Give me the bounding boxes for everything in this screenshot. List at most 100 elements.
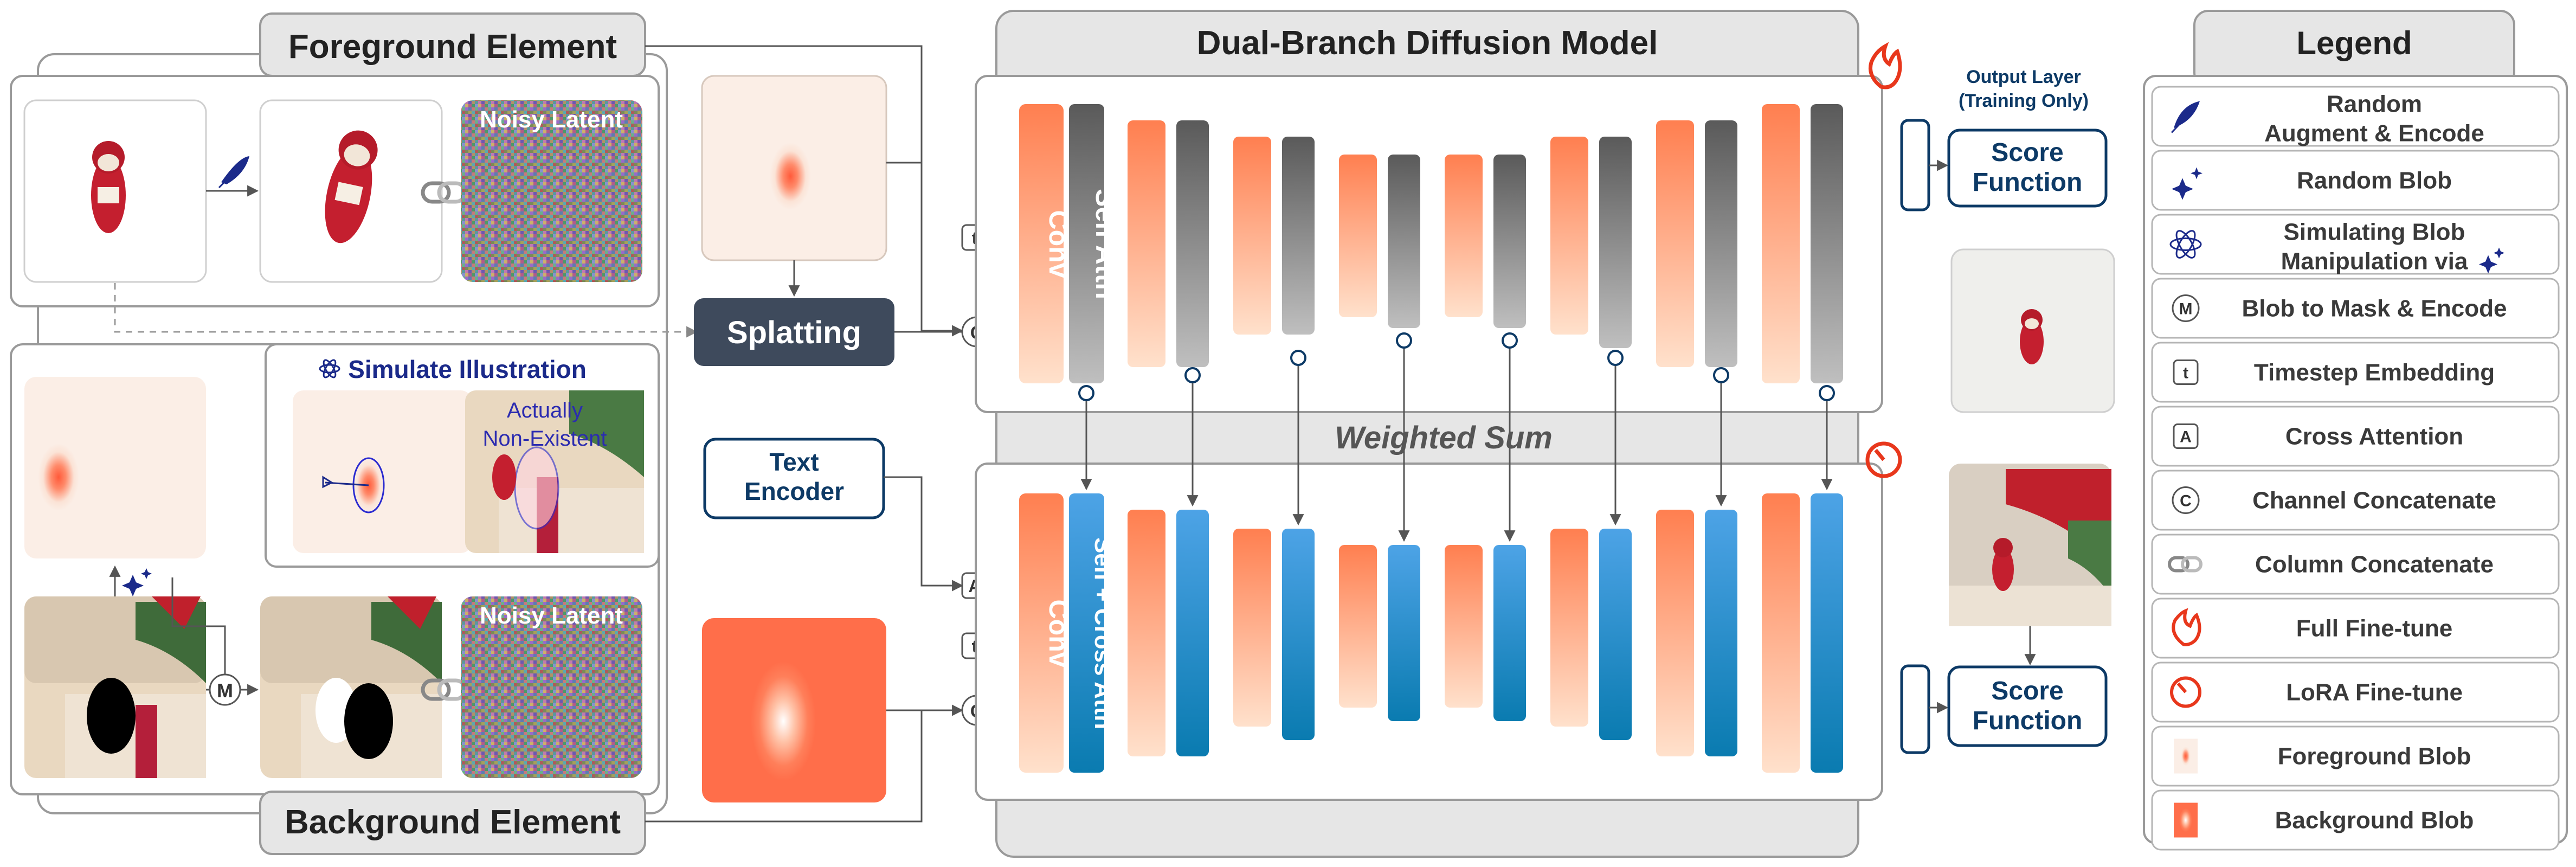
upper-layer-conv-2: [1233, 137, 1271, 335]
legend-item: Column Concatenate: [2151, 534, 2560, 595]
weighted-sum-label: Weighted Sum: [1335, 420, 1553, 455]
text-encoder-line2: Encoder: [744, 477, 844, 505]
legend-item: Random Blob: [2151, 150, 2560, 211]
legend-item-label: Background Blob: [2275, 807, 2474, 834]
background-source-image: [24, 596, 206, 778]
sparkle-icon: [2479, 247, 2504, 274]
upper-unet-layers: [1128, 104, 1843, 383]
simulate-title: Simulate Illustration: [348, 355, 587, 383]
background-random-blob: [24, 377, 206, 558]
chain-link-icon: [2168, 556, 2203, 573]
score-function-bottom-line2: Function: [1973, 707, 2083, 735]
legend-item-label: Simulating Blob: [2284, 219, 2465, 246]
atom-icon: [319, 359, 340, 378]
lower-layer-conv-7: [1762, 493, 1800, 773]
upper-conv-block: Conv: [1019, 104, 1074, 383]
m-circle-icon: M: [2172, 294, 2200, 322]
legend-item-label-line2: Augment & Encode: [2264, 120, 2484, 147]
upper-layer-attn-6: [1705, 120, 1737, 367]
sparkle-icon: [2172, 167, 2203, 200]
t-square-icon-letter: t: [2183, 364, 2188, 382]
upper-layer-attn-1: [1176, 120, 1209, 367]
lower-layer-conv-5: [1550, 529, 1588, 727]
lower-layer-attn-2: [1282, 529, 1315, 740]
score-function-top-line1: Score: [1991, 138, 2063, 167]
lora-dial-icon: [1865, 441, 1902, 478]
score-function-bottom-line1: Score: [1991, 677, 2063, 705]
legend-item-label: Cross Attention: [2285, 423, 2463, 450]
feather-icon: [218, 156, 249, 189]
output-layer-bottom: [1900, 664, 1930, 754]
foreground-noisy-latent-label: Noisy Latent: [480, 106, 623, 133]
lower-conv-block: Conv: [1019, 493, 1074, 773]
splatting-label: Splatting: [727, 315, 861, 350]
lower-layer-attn-7: [1811, 493, 1843, 773]
lower-layer-conv-2: [1233, 529, 1271, 727]
legend-title: Legend: [2296, 25, 2412, 61]
legend-item-label: Full Fine-tune: [2296, 615, 2452, 642]
sparkle-icon: [122, 568, 152, 596]
legend-item: C Channel Concatenate: [2151, 470, 2560, 531]
lower-unet-layers: [1128, 493, 1843, 773]
legend-item-label: Channel Concatenate: [2252, 487, 2496, 514]
weighted-sum-connectors: [1078, 332, 1835, 542]
background-title: Background Element: [285, 804, 621, 841]
legend-item-label: Blob to Mask & Encode: [2242, 296, 2507, 322]
lower-self-cross-attn-block: Self + Cross Attn: [1069, 493, 1116, 773]
upper-layer-conv-7: [1762, 104, 1800, 383]
background-blob-tile: [702, 618, 886, 802]
legend-item-label: Timestep Embedding: [2254, 359, 2495, 386]
foreground-title: Foreground Element: [288, 28, 617, 66]
upper-layer-conv-6: [1656, 120, 1694, 367]
upper-self-attn-block: Self Attn: [1069, 104, 1120, 383]
background-blob-icon: [2174, 802, 2198, 838]
foreground-blob-tile: [701, 75, 887, 261]
output-layer-line2: (Training Only): [1959, 91, 2089, 111]
feather-icon: [2171, 101, 2200, 133]
legend-item-label: Foreground Blob: [2278, 743, 2471, 770]
background-title-tab: Background Element: [259, 791, 646, 855]
atom-icon: [2169, 230, 2202, 259]
text-encoder-node: Text Encoder: [703, 438, 885, 519]
background-output-image: [1949, 464, 2111, 626]
foreground-source-image: [23, 99, 207, 283]
lower-layer-attn-5: [1599, 529, 1632, 740]
svg-text:M: M: [217, 679, 233, 702]
foreground-blob-icon: [2174, 738, 2198, 774]
upper-layer-attn-7: [1811, 104, 1843, 383]
legend-item-label: Random Blob: [2297, 168, 2452, 194]
lower-layer-conv-1: [1128, 510, 1165, 756]
simulate-note-line1: Actually: [507, 399, 583, 422]
lora-dial-icon: [2170, 676, 2201, 708]
foreground-augmented-image: [259, 99, 443, 283]
flame-icon: [1869, 42, 1902, 89]
self-cross-attn-label: Self + Cross Attn: [1090, 537, 1116, 729]
upper-layer-attn-5: [1599, 137, 1632, 348]
lower-layer-attn-3: [1388, 545, 1420, 721]
background-masked-image: [260, 596, 442, 778]
score-function-bottom: Score Function: [1947, 665, 2108, 747]
a-square-icon: A: [2173, 423, 2199, 449]
upper-layer-conv-4: [1445, 155, 1483, 317]
text-encoder-line1: Text: [769, 448, 819, 476]
self-attn-label: Self Attn: [1090, 189, 1120, 299]
simulate-illustration-panel: Simulate Illustration Actually Non-Exist…: [265, 343, 660, 568]
legend-item: t Timestep Embedding: [2151, 342, 2560, 403]
legend-item: M Blob to Mask & Encode: [2151, 278, 2560, 339]
upper-layer-attn-4: [1493, 155, 1526, 328]
model-title: Dual-Branch Diffusion Model: [1197, 24, 1658, 62]
background-noisy-latent: Noisy Latent: [461, 596, 642, 778]
lower-layer-conv-3: [1339, 545, 1377, 708]
foreground-output-image: [1950, 248, 2115, 413]
flame-icon: [2172, 608, 2201, 646]
c-circle-icon: C: [2172, 486, 2200, 514]
output-layer-top: [1900, 119, 1930, 211]
upper-conv-label: Conv: [1044, 210, 1074, 278]
score-function-top-line2: Function: [1973, 168, 2083, 197]
upper-layer-conv-1: [1128, 120, 1165, 367]
legend-item-label: Random: [2327, 91, 2422, 118]
a-square-icon-letter: A: [2180, 428, 2192, 446]
